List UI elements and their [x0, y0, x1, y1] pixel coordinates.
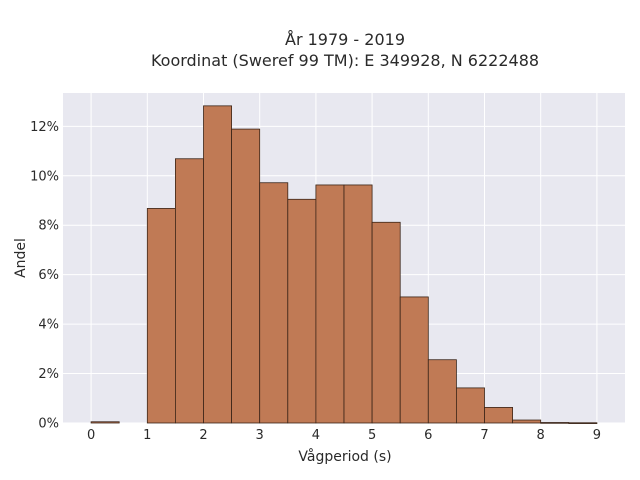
x-tick-label: 0 — [87, 428, 95, 443]
histogram-bar — [287, 198, 317, 424]
x-tick-label: 1 — [143, 428, 151, 443]
y-tick-label: 6% — [38, 268, 59, 283]
histogram-bar — [231, 128, 261, 424]
y-axis-ticks: 0% 2% 4% 6% 8% 10% 12% — [30, 120, 59, 432]
y-tick-label: 0% — [38, 417, 59, 432]
x-tick-label: 2 — [199, 428, 207, 443]
histogram-bar — [484, 407, 514, 424]
histogram-bar — [399, 296, 429, 424]
x-tick-label: 3 — [256, 428, 264, 443]
histogram-bar — [540, 422, 570, 424]
x-tick-label: 7 — [480, 428, 488, 443]
histogram-bar — [371, 221, 401, 424]
y-tick-label: 4% — [38, 318, 59, 333]
x-tick-label: 6 — [424, 428, 432, 443]
histogram-bar — [512, 419, 542, 424]
y-tick-label: 2% — [38, 367, 59, 382]
y-tick-label: 8% — [38, 219, 59, 234]
histogram-bar — [427, 359, 457, 424]
histogram-bar — [455, 387, 485, 424]
y-tick-label: 12% — [30, 120, 59, 135]
histogram-bar — [315, 184, 345, 424]
x-axis-ticks: 0 1 2 3 4 5 6 7 8 9 — [87, 428, 601, 443]
histogram-bar — [174, 158, 204, 424]
bars — [90, 105, 598, 424]
histogram-bar — [343, 184, 373, 424]
histogram-bar — [146, 208, 176, 424]
histogram-bar — [259, 182, 289, 424]
chart-title-line2: Koordinat (Sweref 99 TM): E 349928, N 62… — [151, 51, 539, 70]
y-axis-label: Andel — [13, 238, 29, 278]
y-tick-label: 10% — [30, 169, 59, 184]
histogram-bar — [203, 105, 233, 424]
histogram-bar — [90, 421, 120, 424]
x-tick-label: 8 — [537, 428, 545, 443]
x-tick-label: 4 — [312, 428, 320, 443]
x-axis-label: Vågperiod (s) — [298, 448, 391, 465]
histogram-bar — [568, 422, 598, 424]
chart-title-line1: År 1979 - 2019 — [285, 30, 405, 49]
x-tick-label: 5 — [368, 428, 376, 443]
x-tick-label: 9 — [593, 428, 601, 443]
